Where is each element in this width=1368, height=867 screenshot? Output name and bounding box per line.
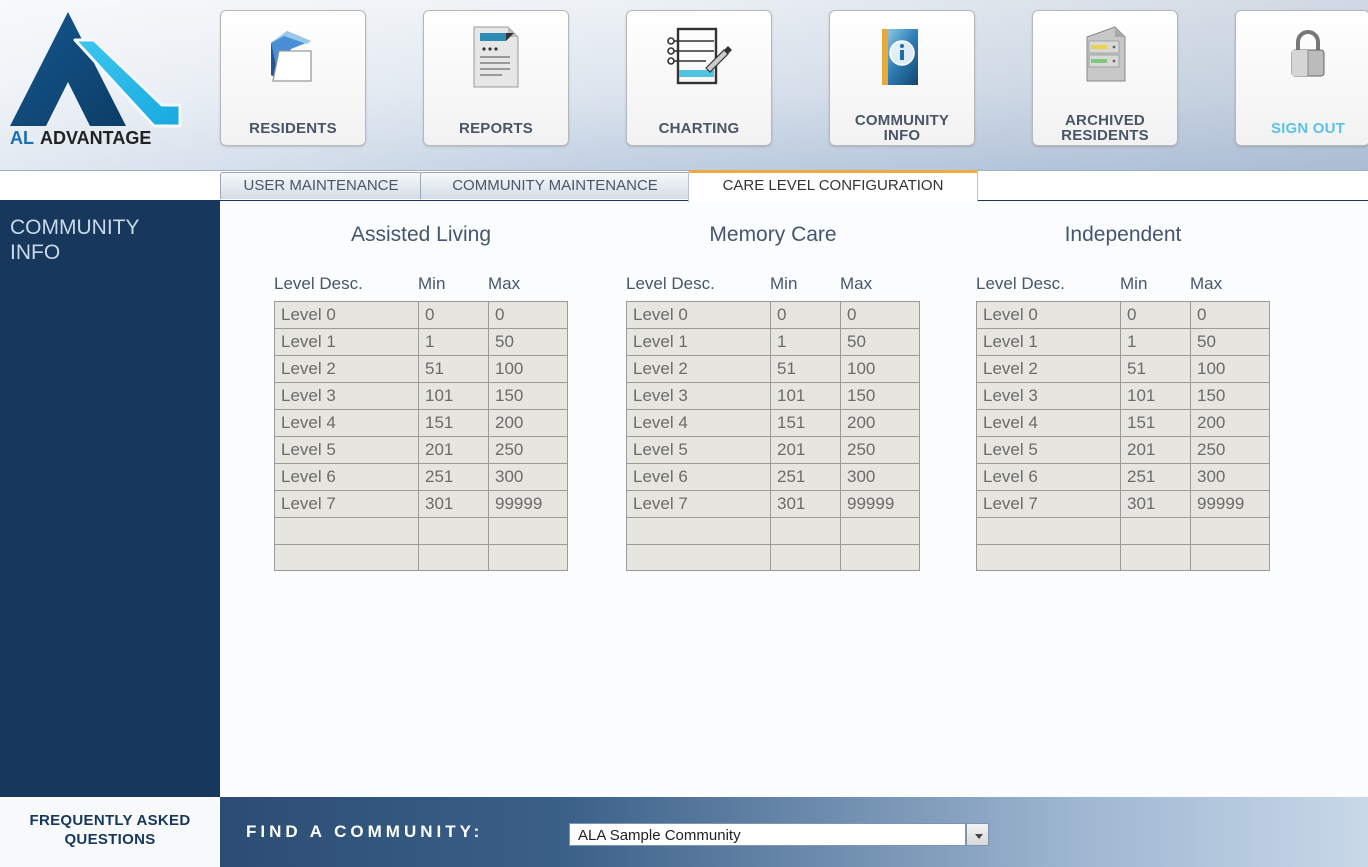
svg-text:AL: AL <box>10 128 34 148</box>
svg-text:ADVANTAGE: ADVANTAGE <box>40 128 151 148</box>
